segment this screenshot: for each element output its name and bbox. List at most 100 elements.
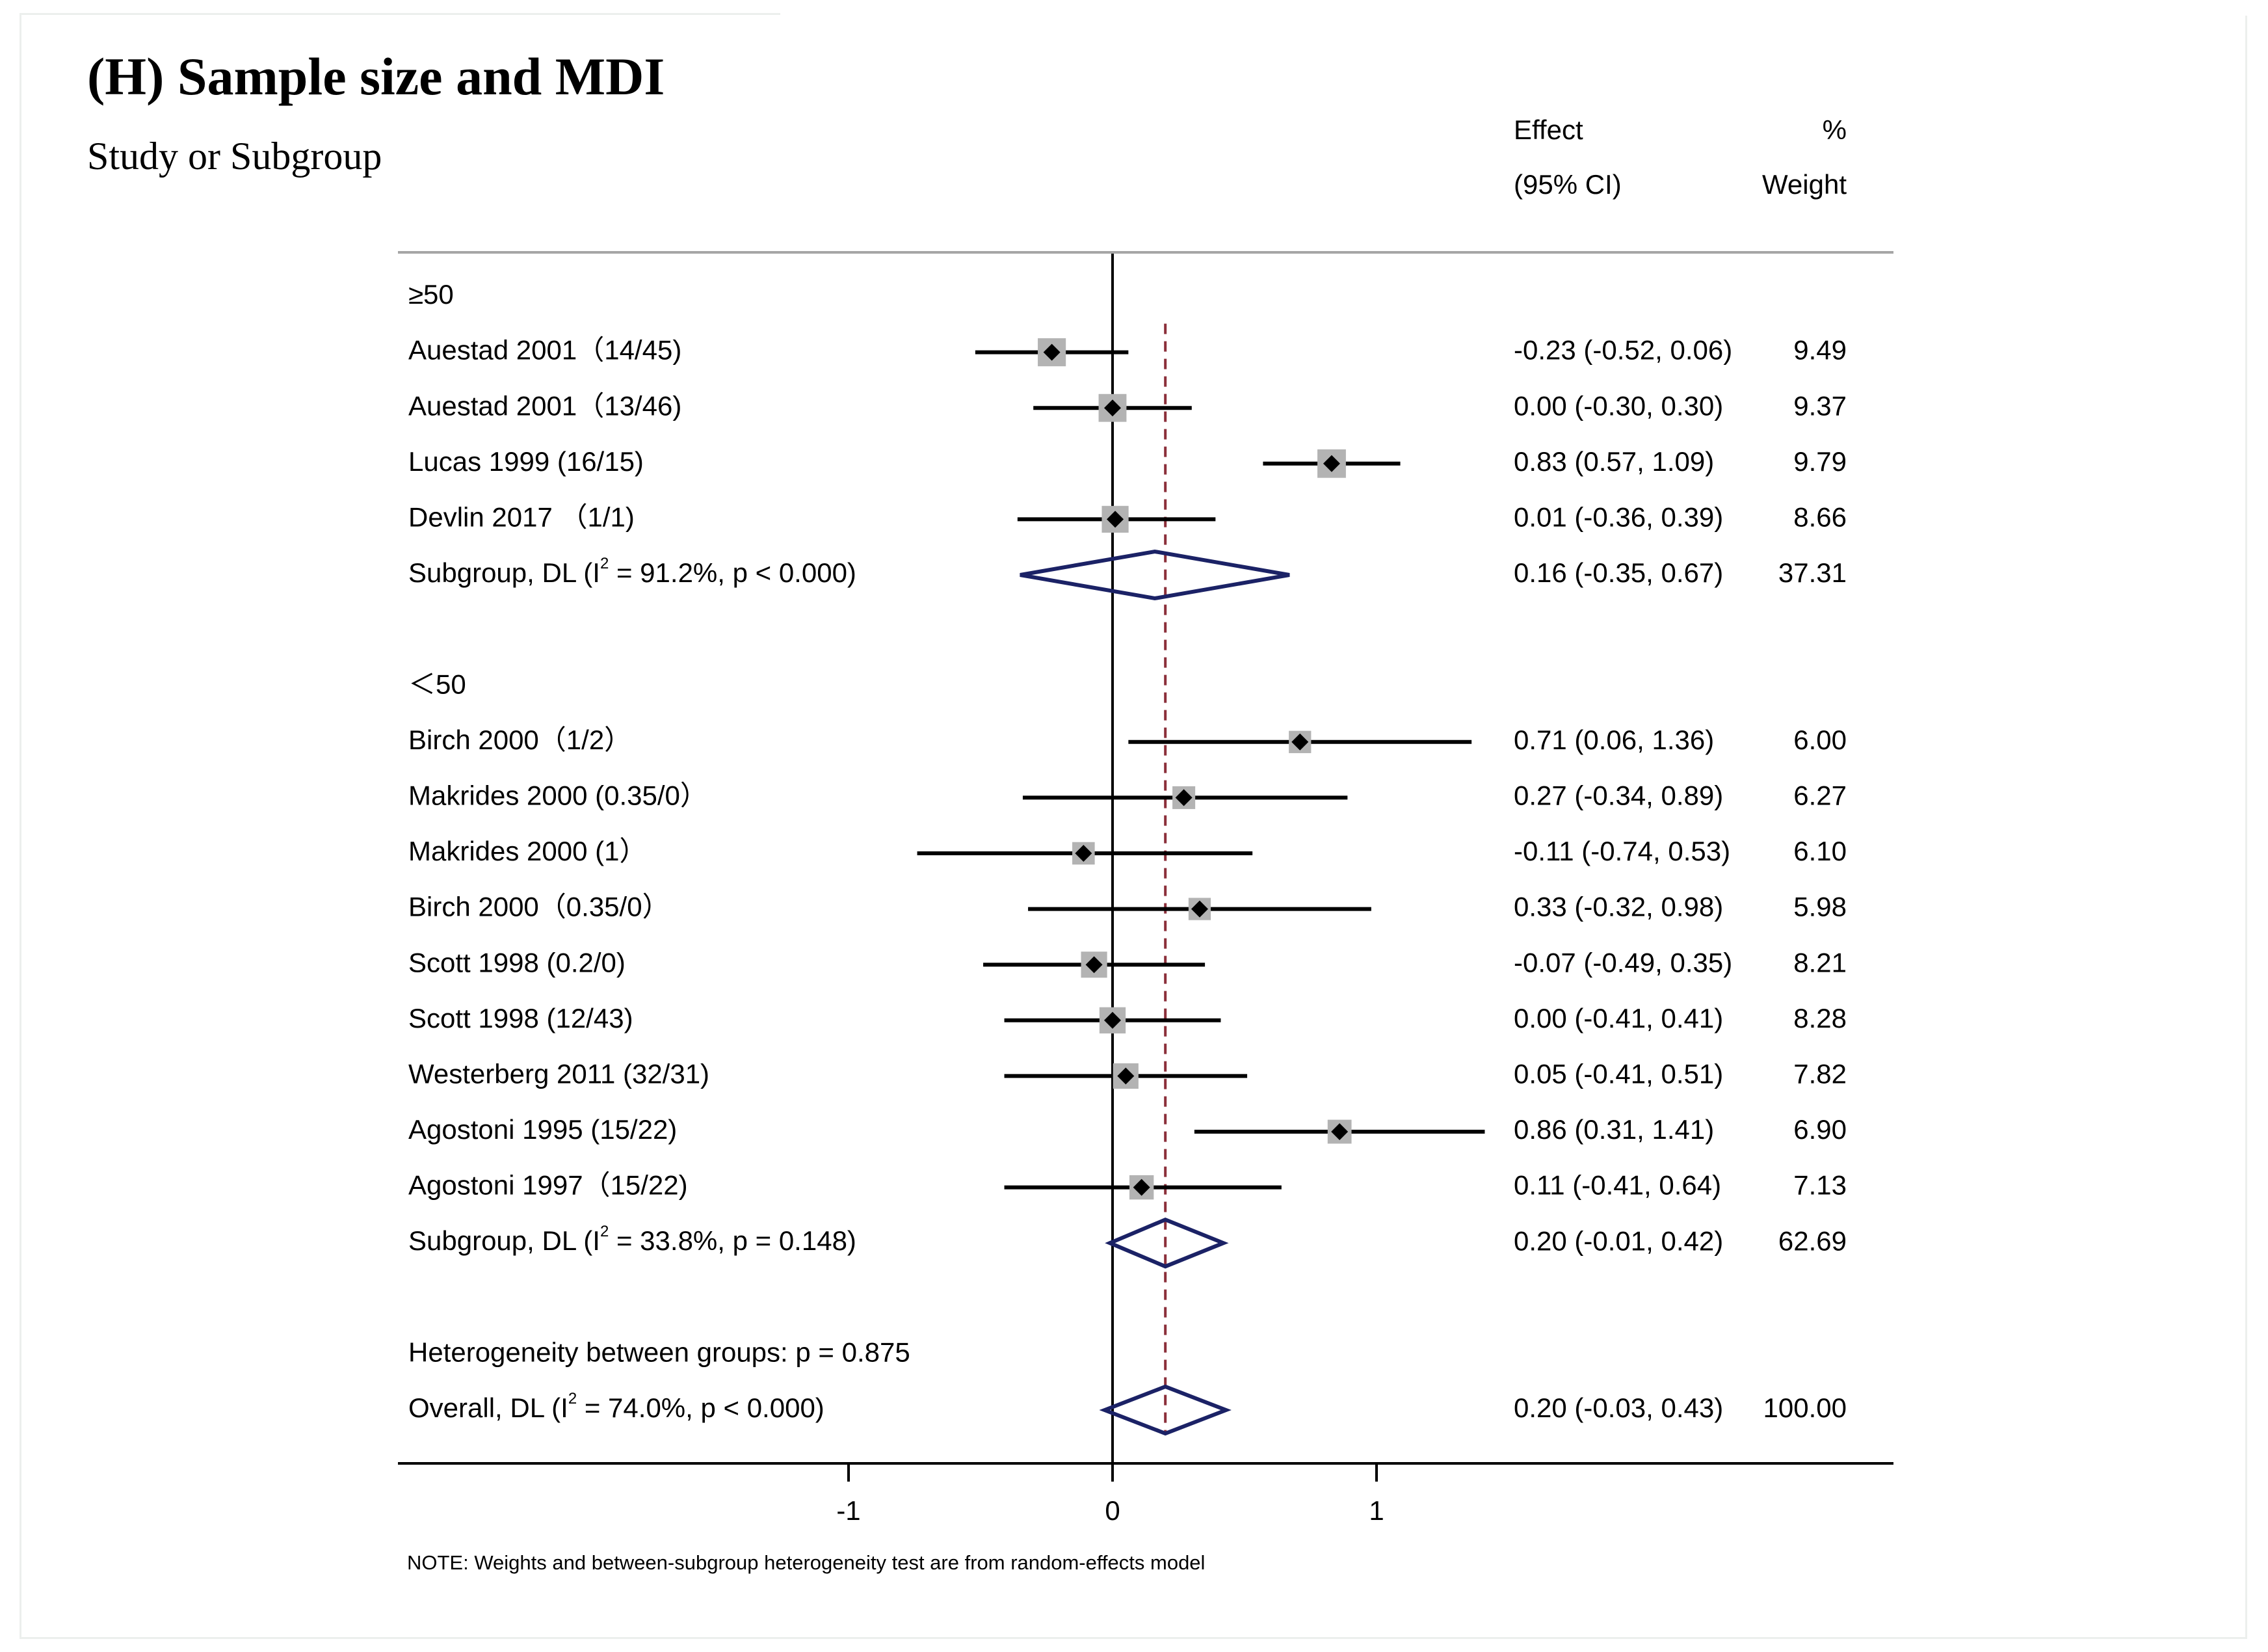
study-label: Makrides 2000 (0.35/0） — [408, 780, 707, 810]
study-label: Devlin 2017 （1/1) — [408, 501, 635, 532]
point-estimate — [1175, 789, 1193, 806]
weight-text: 7.13 — [1793, 1170, 1847, 1201]
weight-header-line2: Weight — [1762, 169, 1847, 200]
weight-text: 8.66 — [1793, 501, 1847, 532]
row-13: Scott 1998 (12/43) 0.00 (-0.41, 0.41) 8.28 — [408, 1003, 1847, 1033]
weight-text: 5.98 — [1793, 892, 1847, 922]
study-label: Scott 1998 (12/43) — [408, 1003, 633, 1033]
study-label: Makrides 2000 (1） — [408, 836, 647, 866]
effect-ci-text: 0.11 (-0.41, 0.64) — [1514, 1170, 1721, 1201]
study-column-header: Study or Subgroup — [87, 135, 382, 178]
effect-ci-text: 0.20 (-0.03, 0.43) — [1514, 1392, 1723, 1423]
effect-ci-text: 0.71 (0.06, 1.36) — [1514, 725, 1714, 755]
weight-text: 8.28 — [1793, 1003, 1847, 1033]
effect-ci-text: 0.00 (-0.41, 0.41) — [1514, 1003, 1723, 1033]
weight-text: 62.69 — [1778, 1225, 1847, 1256]
point-estimate — [1104, 1011, 1121, 1029]
effect-ci-text: 0.00 (-0.30, 0.30) — [1514, 390, 1723, 421]
row-2: Auestad 2001（13/46) 0.00 (-0.30, 0.30) 9.3… — [408, 390, 1847, 422]
study-label: Birch 2000（1/2） — [408, 725, 631, 755]
overall-label-pre: Overall, DL (I — [408, 1392, 568, 1423]
subgroup-header: ＜50 — [408, 669, 466, 699]
weight-text: 9.49 — [1793, 335, 1847, 366]
study-label: Agostoni 1997（15/22) — [408, 1170, 688, 1201]
x-tick-label: -1 — [836, 1495, 860, 1526]
study-label: Westerberg 2011 (32/31) — [408, 1058, 709, 1089]
weight-text: 8.21 — [1793, 947, 1847, 978]
weight-header-line1: % — [1823, 114, 1847, 145]
effect-ci-text: 0.86 (0.31, 1.41) — [1514, 1114, 1714, 1145]
plot-area — [1111, 254, 1167, 1463]
row-17: Subgroup, DL (I2 = 33.8%, p = 0.148) 0.20… — [408, 1217, 1847, 1269]
subgroup-label-sup: 2 — [600, 1223, 609, 1241]
subgroup-label: Subgroup, DL (I2 = 91.2%, p < 0.000) — [408, 555, 856, 588]
effect-ci-text: 0.16 (-0.35, 0.67) — [1514, 557, 1723, 588]
subgroup-label-sup: 2 — [600, 555, 609, 572]
subgroup-label-pre: Subgroup, DL (I — [408, 557, 600, 588]
subgroup-label-post: = 33.8%, p = 0.148) — [609, 1225, 856, 1256]
row-14: Westerberg 2011 (32/31) 0.05 (-0.41, 0.51… — [408, 1058, 1847, 1089]
point-estimate — [1133, 1179, 1150, 1196]
weight-text: 6.90 — [1793, 1114, 1847, 1145]
weight-text: 6.00 — [1793, 725, 1847, 755]
overall-label: Overall, DL (I2 = 74.0%, p < 0.000) — [408, 1390, 824, 1423]
row-9: Makrides 2000 (0.35/0） 0.27 (-0.34, 0.89)… — [408, 780, 1847, 810]
effect-ci-text: 0.05 (-0.41, 0.51) — [1514, 1058, 1723, 1089]
row-11: Birch 2000（0.35/0） 0.33 (-0.32, 0.98) 5.98 — [408, 892, 1847, 922]
row-20: Overall, DL (I2 = 74.0%, p < 0.000) 0.20 … — [408, 1384, 1847, 1436]
point-estimate — [1291, 733, 1309, 751]
weight-text: 9.37 — [1793, 390, 1847, 421]
row-12: Scott 1998 (0.2/0) -0.07 (-0.49, 0.35) 8.2… — [408, 947, 1847, 978]
subgroup-label-post: = 91.2%, p < 0.000) — [609, 557, 856, 588]
effect-ci-text: -0.07 (-0.49, 0.35) — [1514, 947, 1732, 978]
point-estimate — [1043, 343, 1061, 361]
study-label: Scott 1998 (0.2/0) — [408, 947, 626, 978]
footnote: NOTE: Weights and between-subgroup heter… — [407, 1551, 1205, 1574]
study-label: Auestad 2001（13/46) — [408, 390, 681, 421]
row-19: Heterogeneity between groups: p = 0.875 — [408, 1337, 910, 1367]
effect-ci-text: 0.27 (-0.34, 0.89) — [1514, 780, 1723, 810]
figure-border-gap — [780, 11, 2250, 16]
weight-text: 100.00 — [1763, 1392, 1847, 1423]
overall-label-sup: 2 — [568, 1390, 577, 1407]
heterogeneity-text: Heterogeneity between groups: p = 0.875 — [408, 1337, 910, 1367]
point-estimate — [1107, 511, 1124, 528]
study-label: Auestad 2001（14/45) — [408, 335, 681, 366]
row-8: Birch 2000（1/2） 0.71 (0.06, 1.36) 6.00 — [408, 725, 1847, 755]
point-estimate — [1323, 455, 1340, 472]
study-label: Birch 2000（0.35/0） — [408, 892, 670, 922]
point-estimate — [1104, 399, 1121, 417]
effect-ci-text: 0.20 (-0.01, 0.42) — [1514, 1225, 1723, 1256]
weight-text: 37.31 — [1778, 557, 1847, 588]
point-estimate — [1075, 845, 1092, 862]
weight-text: 6.10 — [1793, 836, 1847, 866]
x-axis-ticks: -1 0 1 — [836, 1463, 1384, 1526]
effect-header-line2: (95% CI) — [1514, 169, 1622, 200]
weight-text: 7.82 — [1793, 1058, 1847, 1089]
row-15: Agostoni 1995 (15/22) 0.86 (0.31, 1.41) 6.… — [408, 1114, 1847, 1145]
weight-text: 6.27 — [1793, 780, 1847, 810]
row-1: Auestad 2001（14/45) -0.23 (-0.52, 0.06) 9.… — [408, 335, 1847, 367]
x-tick-label: 1 — [1369, 1495, 1384, 1526]
row-16: Agostoni 1997（15/22) 0.11 (-0.41, 0.64) 7.… — [408, 1170, 1847, 1201]
point-estimate — [1085, 956, 1103, 974]
effect-ci-text: 0.33 (-0.32, 0.98) — [1514, 892, 1723, 922]
point-estimate — [1117, 1067, 1135, 1085]
row-5: Subgroup, DL (I2 = 91.2%, p < 0.000) 0.16… — [408, 549, 1847, 601]
subgroup-diamond — [1105, 1217, 1229, 1269]
study-label: Agostoni 1995 (15/22) — [408, 1114, 677, 1145]
effect-header-line1: Effect — [1514, 114, 1583, 145]
overall-diamond — [1099, 1384, 1232, 1436]
effect-ci-text: -0.11 (-0.74, 0.53) — [1514, 836, 1730, 866]
row-0: ≥50 — [408, 279, 454, 310]
study-rows: ≥50 Auestad 2001（14/45) -0.23 (-0.52, 0.06… — [408, 279, 1847, 1436]
overall-label-post: = 74.0%, p < 0.000) — [577, 1392, 824, 1423]
subgroup-label: Subgroup, DL (I2 = 33.8%, p = 0.148) — [408, 1223, 856, 1257]
row-10: Makrides 2000 (1） -0.11 (-0.74, 0.53) 6.10 — [408, 836, 1847, 866]
row-4: Devlin 2017 （1/1) 0.01 (-0.36, 0.39) 8.66 — [408, 501, 1847, 533]
effect-ci-text: 0.01 (-0.36, 0.39) — [1514, 501, 1723, 532]
row-3: Lucas 1999 (16/15) 0.83 (0.57, 1.09) 9.79 — [408, 446, 1847, 478]
weight-text: 9.79 — [1793, 446, 1847, 477]
point-estimate — [1331, 1123, 1349, 1140]
